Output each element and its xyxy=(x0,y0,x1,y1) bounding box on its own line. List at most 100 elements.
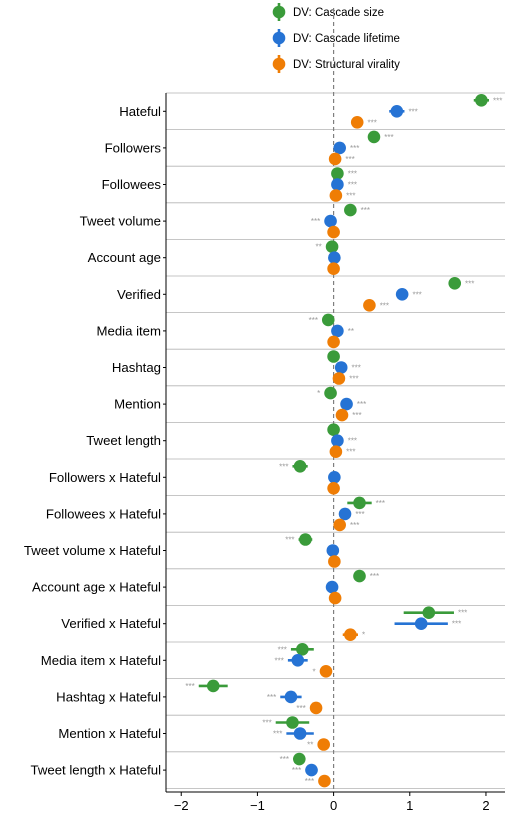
estimate-point xyxy=(327,262,340,276)
significance-label: *** xyxy=(348,437,357,446)
category-separators xyxy=(166,92,505,789)
significance-label: *** xyxy=(309,316,318,325)
estimate-point xyxy=(299,533,312,546)
estimate-point xyxy=(324,214,337,228)
category-label: Tweet volume x Hateful xyxy=(24,543,161,558)
significance-label: *** xyxy=(380,301,389,310)
category-label: Mention xyxy=(114,397,161,412)
significance-label: *** xyxy=(348,181,357,190)
estimate-point xyxy=(328,471,341,484)
category-label: Tweet volume xyxy=(80,214,161,229)
estimate-point xyxy=(329,445,343,459)
category-label: Followers xyxy=(105,140,162,155)
category-label: Tweet length xyxy=(86,433,161,448)
significance-label: *** xyxy=(267,693,276,702)
significance-label: *** xyxy=(458,609,467,618)
significance-label: *** xyxy=(311,217,320,226)
estimate-point xyxy=(475,94,488,107)
significance-label: *** xyxy=(352,411,361,420)
significance-label: *** xyxy=(355,510,364,519)
significance-label: *** xyxy=(493,96,502,105)
significance-label: *** xyxy=(285,536,294,545)
significance-label: *** xyxy=(345,155,354,164)
estimate-point xyxy=(414,617,428,630)
legend-key-dot xyxy=(272,57,286,71)
estimate-point xyxy=(328,251,341,264)
legend-label: DV: Cascade size xyxy=(293,7,384,19)
estimate-point xyxy=(422,606,436,619)
legend-key-dot xyxy=(272,31,286,45)
estimate-point xyxy=(319,665,333,678)
significance-label: *** xyxy=(408,107,417,116)
estimate-point xyxy=(327,335,340,349)
significance-label: *** xyxy=(368,118,377,127)
category-label: Account age x Hateful xyxy=(32,580,161,595)
estimate-point xyxy=(327,350,340,363)
category-label: Hateful xyxy=(119,104,161,119)
significance-label: *** xyxy=(346,448,355,457)
estimate-point xyxy=(329,189,343,202)
x-axis: −2 −1 0 1 2 xyxy=(166,791,505,813)
category-label: Hashtag xyxy=(112,360,161,375)
estimate-point xyxy=(296,643,309,656)
estimate-point xyxy=(367,130,381,144)
category-label: Tweet length x Hateful xyxy=(31,763,162,778)
significance-label: *** xyxy=(357,400,366,409)
estimate-point xyxy=(332,372,346,385)
significance-label: *** xyxy=(275,656,284,665)
category-label: Media item x Hateful xyxy=(41,653,161,668)
estimate-point xyxy=(353,569,366,583)
legend: DV: Cascade size DV: Cascade lifetime DV: … xyxy=(272,3,400,73)
estimate-point xyxy=(284,690,298,704)
category-label: Followees x Hateful xyxy=(46,506,161,521)
category-label: Hashtag x Hateful xyxy=(56,689,161,704)
estimate-point xyxy=(353,496,366,510)
x-tick-label: 2 xyxy=(482,798,489,813)
significance-label: * xyxy=(317,389,320,398)
estimate-point xyxy=(325,580,339,594)
estimate-point xyxy=(305,763,318,777)
category-label: Verified xyxy=(117,287,161,302)
estimate-point xyxy=(335,408,349,422)
legend-label: DV: Structural virality xyxy=(293,59,400,71)
estimate-point xyxy=(286,716,299,729)
estimate-point xyxy=(328,555,341,568)
estimate-point xyxy=(333,141,346,155)
estimate-point xyxy=(206,679,220,693)
estimate-point xyxy=(325,240,339,253)
x-tick-label: 1 xyxy=(406,798,413,813)
significance-label: ** xyxy=(307,741,313,750)
significance-label: *** xyxy=(452,620,461,629)
significance-label: *** xyxy=(348,170,357,179)
estimate-point xyxy=(327,225,340,239)
significance-label: *** xyxy=(273,730,282,739)
estimate-point xyxy=(293,460,307,473)
estimate-point xyxy=(318,774,331,788)
estimate-point xyxy=(350,116,364,129)
significance-label: *** xyxy=(465,279,474,288)
estimate-point xyxy=(324,386,337,400)
significance-label: *** xyxy=(185,682,194,691)
x-tick-label: −2 xyxy=(174,798,189,813)
estimate-point xyxy=(338,507,352,521)
significance-label: *** xyxy=(350,521,359,530)
estimate-point xyxy=(328,152,342,166)
significance-label: * xyxy=(313,667,316,676)
category-label: Mention x Hateful xyxy=(58,726,161,741)
legend-key-dot xyxy=(272,5,286,19)
estimate-point xyxy=(309,701,323,715)
estimate-point xyxy=(331,167,344,180)
category-label: Followers x Hateful xyxy=(49,470,161,485)
estimate-point xyxy=(327,482,340,495)
x-tick-label: 0 xyxy=(330,798,337,813)
significance-label: *** xyxy=(361,206,370,215)
significance-label: *** xyxy=(305,777,314,786)
estimate-point xyxy=(326,544,340,557)
estimate-point xyxy=(331,434,344,448)
estimate-point xyxy=(333,518,346,532)
y-axis-labels: Hateful Followers Followees Tweet volume Acc… xyxy=(24,93,167,792)
estimate-point xyxy=(327,423,340,437)
estimate-point xyxy=(331,324,344,338)
estimate-point xyxy=(293,727,307,740)
